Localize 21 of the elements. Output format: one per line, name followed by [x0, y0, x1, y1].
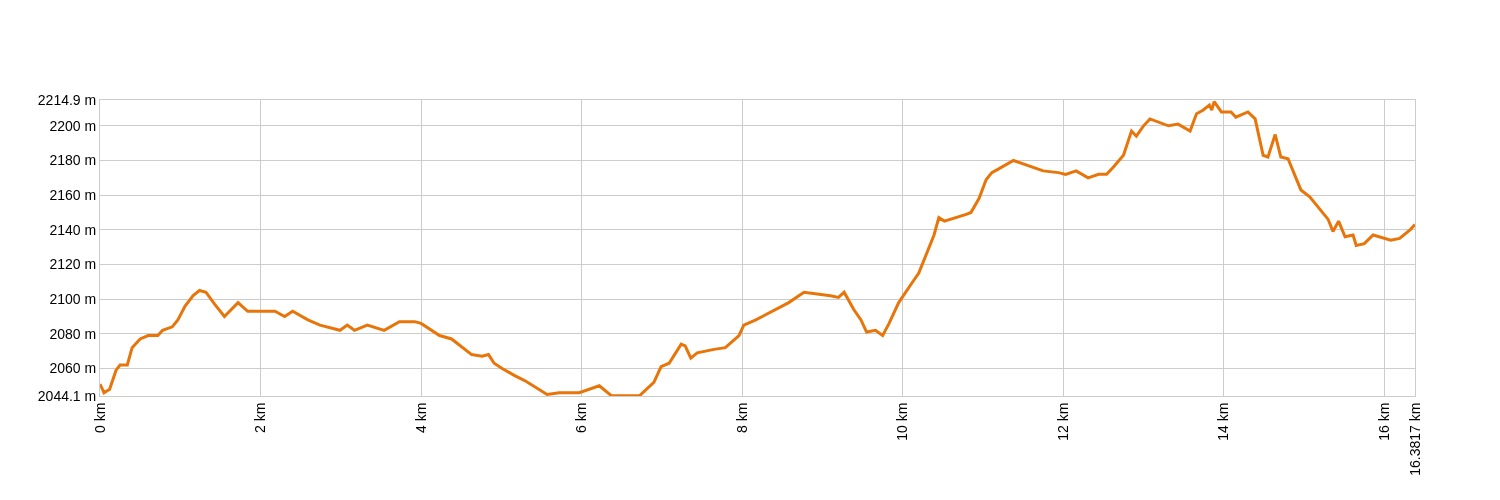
- y-tick-label: 2180 m: [49, 152, 97, 169]
- y-tick-label: 2120 m: [49, 256, 97, 273]
- x-tick-label: 16.3817 km: [1406, 402, 1423, 476]
- x-tick-label: 0 km: [91, 402, 108, 433]
- y-tick-label: 2200 m: [49, 117, 97, 134]
- y-tick-label: 2100 m: [49, 291, 97, 308]
- x-tick-label: 8 km: [733, 402, 750, 433]
- x-tick-label: 14 km: [1215, 402, 1232, 441]
- y-tick-label: 2160 m: [49, 187, 97, 204]
- y-tick-label: 2214.9 m: [37, 91, 97, 108]
- x-tick-label: 12 km: [1054, 402, 1071, 441]
- x-tick-label: 4 km: [412, 402, 429, 433]
- y-tick-label: 2060 m: [49, 360, 97, 377]
- line-series: [100, 100, 1415, 396]
- y-tick-label: 2080 m: [49, 325, 97, 342]
- x-tick-label: 6 km: [573, 402, 590, 433]
- x-tick-label: 2 km: [252, 402, 269, 433]
- x-tick-label: 16 km: [1375, 402, 1392, 441]
- y-tick-label: 2140 m: [49, 221, 97, 238]
- y-tick-label: 2044.1 m: [37, 387, 97, 404]
- x-tick-label: 10 km: [894, 402, 911, 441]
